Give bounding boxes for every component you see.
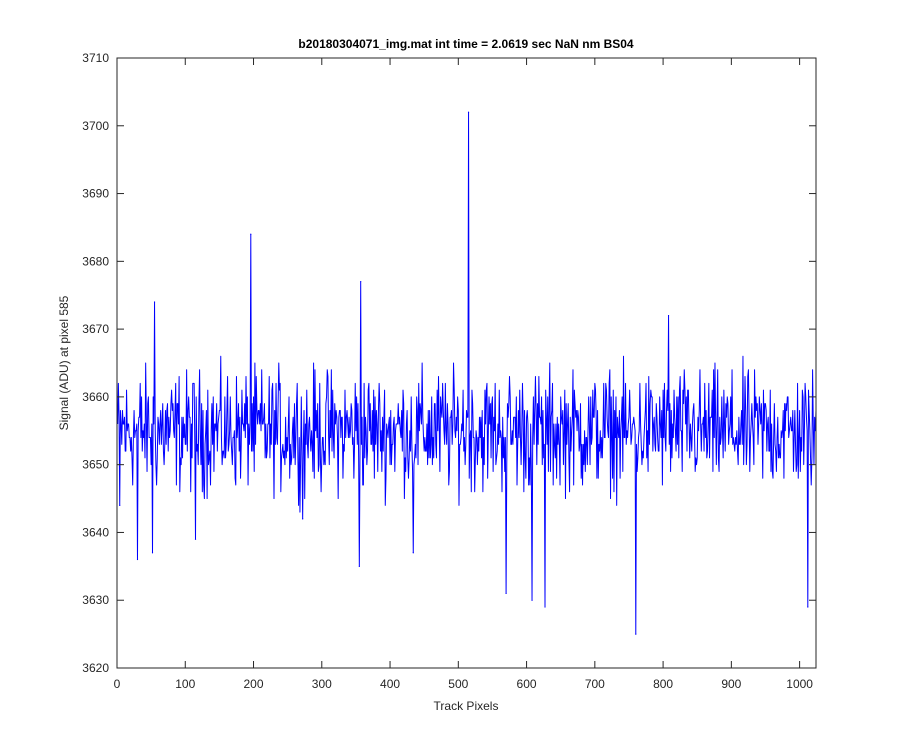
x-tick-label: 0 bbox=[114, 677, 121, 691]
x-tick-label: 800 bbox=[653, 677, 673, 691]
y-axis-label: Signal (ADU) at pixel 585 bbox=[57, 295, 71, 430]
signal-peak-point bbox=[153, 301, 156, 303]
signal-peak-point bbox=[544, 606, 546, 608]
y-tick-label: 3680 bbox=[82, 254, 109, 268]
signal-peak-point bbox=[119, 504, 121, 506]
y-tick-label: 3630 bbox=[82, 593, 109, 607]
signal-peak-point bbox=[635, 633, 637, 635]
signal-series-line bbox=[117, 111, 817, 635]
tick-layer: 0 100 200 300 400 500 600 700 800 900 1000 3620 3630… bbox=[82, 51, 816, 691]
x-tick-label: 200 bbox=[244, 677, 264, 691]
signal-peak-point bbox=[136, 558, 139, 561]
x-tick-label: 700 bbox=[585, 677, 605, 691]
x-tick-label: 900 bbox=[721, 677, 741, 691]
signal-peak-point bbox=[151, 552, 154, 554]
y-tick-label: 3690 bbox=[82, 187, 109, 201]
signal-peak-point bbox=[302, 518, 304, 520]
x-axis-label: Track Pixels bbox=[434, 699, 499, 713]
y-tick-label: 3670 bbox=[82, 322, 109, 336]
y-tick-label: 3700 bbox=[82, 119, 109, 133]
signal-peak-point bbox=[412, 552, 414, 554]
chart-title: b20180304071_img.mat int time = 2.0619 s… bbox=[298, 37, 634, 51]
x-tick-label: 300 bbox=[312, 677, 332, 691]
y-tick-label: 3710 bbox=[82, 51, 109, 65]
signal-peak-point bbox=[505, 592, 507, 595]
x-tick-label: 600 bbox=[517, 677, 537, 691]
x-tick-label: 500 bbox=[448, 677, 468, 691]
signal-peak-point bbox=[358, 565, 360, 567]
y-tick-label: 3650 bbox=[82, 458, 109, 472]
signal-peak-point bbox=[531, 599, 533, 601]
x-tick-label: 1000 bbox=[786, 677, 813, 691]
y-tick-label: 3660 bbox=[82, 390, 109, 404]
y-tick-label: 3640 bbox=[82, 525, 109, 539]
signal-peak-point bbox=[467, 111, 470, 113]
x-tick-label: 400 bbox=[380, 677, 400, 691]
plot-area bbox=[117, 58, 816, 668]
x-tick-label: 100 bbox=[175, 677, 195, 691]
y-tick-label: 3620 bbox=[82, 661, 109, 675]
series-layer bbox=[117, 111, 817, 635]
signal-peak-point bbox=[250, 233, 252, 235]
signal-peak-point bbox=[807, 606, 809, 608]
signal-peak-point bbox=[667, 314, 670, 317]
axes-box bbox=[116, 57, 817, 669]
signal-peak-point bbox=[194, 538, 197, 540]
signal-peak-point bbox=[360, 281, 362, 283]
